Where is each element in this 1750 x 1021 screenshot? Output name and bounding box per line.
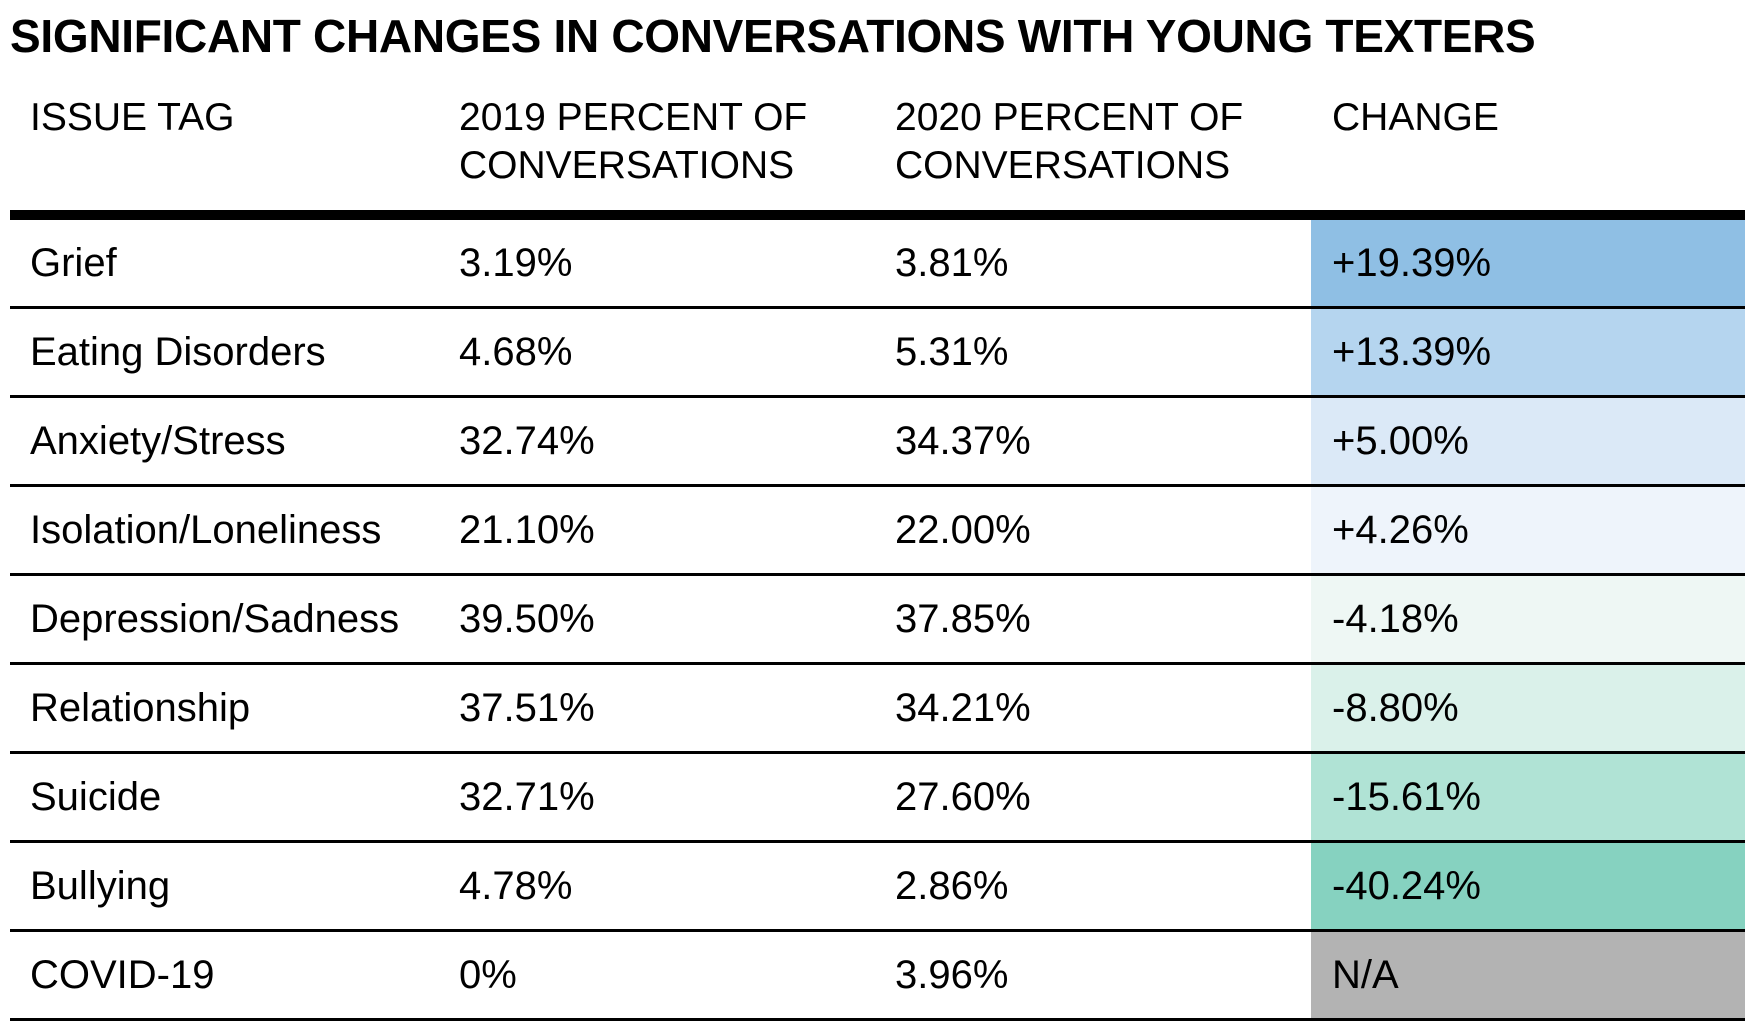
percent-2020-cell: 34.21% — [895, 686, 1031, 730]
change-color-cell — [1311, 487, 1745, 573]
percent-2019-cell: 4.78% — [459, 864, 573, 908]
change-color-cell — [1311, 309, 1745, 395]
table-row: Anxiety/Stress 32.74% 34.37% +5.00% — [10, 398, 1745, 487]
issue-tag-cell: Depression/Sadness — [30, 597, 400, 641]
change-value-cell: +19.39% — [1332, 241, 1492, 285]
change-color-cell — [1311, 932, 1745, 1018]
percent-2019-cell: 37.51% — [459, 686, 595, 730]
table-row: Bullying 4.78% 2.86% -40.24% — [10, 843, 1745, 932]
data-table: ISSUE TAG 2019 PERCENT OF CONVERSATIONS … — [10, 86, 1745, 1021]
percent-2019-cell: 32.71% — [459, 775, 595, 819]
table-row: Isolation/Loneliness 21.10% 22.00% +4.26% — [10, 487, 1745, 576]
header-2020-percent: 2020 PERCENT OF CONVERSATIONS — [895, 96, 1244, 187]
change-value-cell: -8.80% — [1332, 686, 1459, 730]
table-row: Depression/Sadness 39.50% 37.85% -4.18% — [10, 576, 1745, 665]
percent-2020-cell: 22.00% — [895, 508, 1031, 552]
percent-2020-cell: 34.37% — [895, 419, 1031, 463]
change-color-cell — [1311, 576, 1745, 662]
header-change: CHANGE — [1332, 96, 1499, 139]
percent-2019-cell: 0% — [459, 953, 517, 997]
table-body: Grief 3.19% 3.81% +19.39% Eating Disorders 4.… — [10, 220, 1745, 1021]
change-value-cell: -15.61% — [1332, 775, 1481, 819]
table-row: Eating Disorders 4.68% 5.31% +13.39% — [10, 309, 1745, 398]
percent-2020-cell: 37.85% — [895, 597, 1031, 641]
table-row: COVID-19 0% 3.96% N/A — [10, 932, 1745, 1021]
change-value-cell: +4.26% — [1332, 508, 1469, 552]
issue-tag-cell: Relationship — [30, 686, 251, 730]
percent-2019-cell: 39.50% — [459, 597, 595, 641]
percent-2019-cell: 4.68% — [459, 330, 573, 374]
percent-2020-cell: 2.86% — [895, 864, 1009, 908]
percent-2020-cell: 27.60% — [895, 775, 1031, 819]
change-color-cell — [1311, 754, 1745, 840]
change-color-cell — [1311, 665, 1745, 751]
change-value-cell: -4.18% — [1332, 597, 1459, 641]
issue-tag-cell: COVID-19 — [30, 953, 215, 997]
change-color-cell — [1311, 220, 1745, 306]
issue-tag-cell: Isolation/Loneliness — [30, 508, 382, 552]
change-value-cell: N/A — [1332, 953, 1399, 997]
percent-2020-cell: 5.31% — [895, 330, 1009, 374]
table-header: ISSUE TAG 2019 PERCENT OF CONVERSATIONS … — [10, 86, 1745, 220]
change-value-cell: +13.39% — [1332, 330, 1492, 374]
table-row: Suicide 32.71% 27.60% -15.61% — [10, 754, 1745, 843]
issue-tag-cell: Bullying — [30, 864, 171, 908]
issue-tag-cell: Grief — [30, 241, 117, 285]
header-issue-tag: ISSUE TAG — [30, 96, 235, 139]
percent-2019-cell: 32.74% — [459, 419, 595, 463]
table-row: Relationship 37.51% 34.21% -8.80% — [10, 665, 1745, 754]
percent-2019-cell: 21.10% — [459, 508, 595, 552]
table-row: Grief 3.19% 3.81% +19.39% — [10, 220, 1745, 309]
percent-2020-cell: 3.96% — [895, 953, 1009, 997]
percent-2020-cell: 3.81% — [895, 241, 1009, 285]
percent-2019-cell: 3.19% — [459, 241, 573, 285]
change-value-cell: -40.24% — [1332, 864, 1481, 908]
change-color-cell — [1311, 843, 1745, 929]
chart-title: SIGNIFICANT CHANGES IN CONVERSATIONS WIT… — [10, 10, 1536, 62]
header-2019-percent: 2019 PERCENT OF CONVERSATIONS — [459, 96, 808, 187]
change-color-cell — [1311, 398, 1745, 484]
change-value-cell: +5.00% — [1332, 419, 1469, 463]
issue-tag-cell: Suicide — [30, 775, 162, 819]
issue-tag-cell: Anxiety/Stress — [30, 419, 286, 463]
issue-tag-cell: Eating Disorders — [30, 330, 326, 374]
